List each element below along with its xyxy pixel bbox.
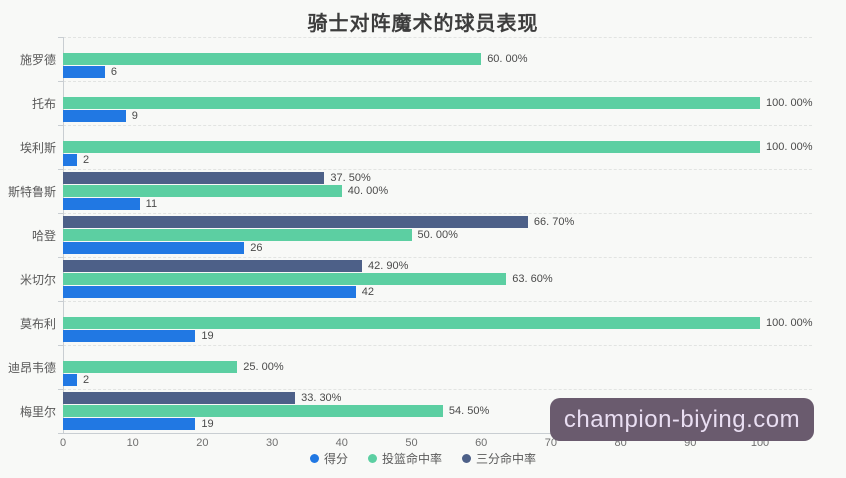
watermark: champion-biying.com — [550, 398, 814, 441]
bar-points — [63, 242, 245, 254]
bar-fg_pct — [63, 141, 760, 153]
bar-value-label: 2 — [82, 154, 90, 166]
y-axis-tick — [58, 389, 63, 390]
bar-value-label: 40. 00% — [347, 185, 389, 197]
bar-fg_pct — [63, 361, 238, 373]
category-separator-line — [63, 125, 812, 126]
bar-value-label: 42 — [361, 286, 374, 298]
legend-dot-icon — [309, 454, 319, 463]
y-axis-tick — [58, 213, 63, 214]
y-axis-tick — [58, 125, 63, 126]
bar-value-label: 66. 70% — [533, 216, 575, 228]
bar-points — [63, 418, 196, 430]
y-axis-tick — [58, 169, 63, 170]
legend-label: 得分 — [323, 452, 348, 466]
bar-value-label: 54. 50% — [448, 405, 490, 417]
legend-label: 投篮命中率 — [381, 452, 442, 466]
bar-value-label: 6 — [110, 66, 117, 78]
bar-value-label: 33. 30% — [301, 392, 342, 404]
bar-points — [63, 286, 356, 298]
x-axis-line — [63, 433, 812, 434]
x-axis-tick-label: 40 — [335, 437, 348, 449]
category-separator-line — [63, 37, 812, 38]
bar-three_pct — [63, 392, 296, 404]
category-label: 埃利斯 — [19, 140, 56, 155]
bar-value-label: 100. 00% — [766, 97, 813, 109]
bar-value-label: 26 — [250, 242, 263, 254]
bar-fg_pct — [63, 229, 412, 241]
chart-title: 骑士对阵魔术的球员表现 — [307, 13, 539, 35]
category-separator-line — [63, 81, 812, 82]
bar-value-label: 25. 00% — [243, 361, 284, 373]
category-label: 梅里尔 — [19, 404, 56, 419]
legend-item-three_pct[interactable]: 三分命中率 — [462, 450, 536, 467]
bar-points — [63, 110, 126, 122]
y-axis-tick — [58, 345, 63, 346]
bar-points — [63, 198, 140, 210]
bar-value-label: 100. 00% — [766, 141, 813, 153]
bar-value-label: 19 — [201, 418, 214, 430]
bar-value-label: 50. 00% — [417, 229, 458, 241]
category-label: 迪昂韦德 — [7, 360, 56, 375]
legend-dot-icon — [462, 454, 471, 463]
legend-label: 三分命中率 — [476, 452, 537, 466]
category-label: 哈登 — [31, 228, 56, 243]
x-axis-tick-label: 0 — [59, 437, 67, 449]
bar-value-label: 63. 60% — [512, 273, 553, 285]
x-axis-tick-label: 30 — [265, 437, 279, 449]
category-separator-line — [63, 213, 812, 214]
bar-fg_pct — [63, 405, 443, 417]
x-axis-tick-label: 50 — [405, 437, 418, 449]
bar-value-label: 37. 50% — [330, 172, 371, 184]
category-label: 斯特鲁斯 — [7, 184, 56, 199]
category-label: 施罗德 — [19, 52, 56, 67]
category-label: 莫布利 — [19, 316, 56, 331]
bar-three_pct — [63, 260, 362, 272]
category-label: 托布 — [31, 96, 56, 111]
bar-value-label: 11 — [145, 198, 158, 210]
y-axis-tick — [58, 433, 63, 434]
bar-fg_pct — [63, 317, 760, 329]
bar-value-label: 60. 00% — [487, 53, 528, 65]
bar-fg_pct — [63, 273, 507, 285]
category-separator-line — [63, 389, 812, 390]
bar-points — [63, 66, 105, 78]
category-separator-line — [63, 257, 812, 258]
bar-fg_pct — [63, 97, 760, 109]
bar-value-label: 100. 00% — [766, 317, 813, 329]
bar-three_pct — [63, 216, 528, 228]
x-axis-tick-label: 60 — [475, 437, 488, 449]
legend-item-fg_pct[interactable]: 投篮命中率 — [367, 450, 442, 467]
x-axis-tick-label: 20 — [196, 437, 209, 449]
legend: 得分 投篮命中率 三分命中率 — [0, 450, 846, 467]
category-separator-line — [63, 169, 812, 170]
category-separator-line — [63, 345, 812, 346]
category-separator-line — [63, 301, 812, 302]
bar-points — [63, 374, 77, 386]
y-axis-tick — [58, 301, 63, 302]
bar-fg_pct — [63, 53, 482, 65]
bar-fg_pct — [63, 185, 342, 197]
x-axis-tick-label: 70 — [544, 437, 558, 449]
bar-value-label: 19 — [201, 330, 214, 342]
legend-item-points[interactable]: 得分 — [309, 450, 348, 467]
y-axis-tick — [58, 81, 63, 82]
y-axis-tick — [58, 37, 63, 38]
bar-points — [63, 330, 196, 342]
bar-value-label: 9 — [131, 110, 138, 122]
y-axis-tick — [58, 257, 63, 258]
bar-three_pct — [63, 172, 325, 184]
category-label: 米切尔 — [19, 272, 56, 287]
bar-value-label: 2 — [82, 374, 90, 386]
bar-points — [63, 154, 77, 166]
x-axis-tick-label: 10 — [126, 437, 139, 449]
bar-value-label: 42. 90% — [368, 260, 409, 272]
legend-dot-icon — [367, 454, 377, 463]
